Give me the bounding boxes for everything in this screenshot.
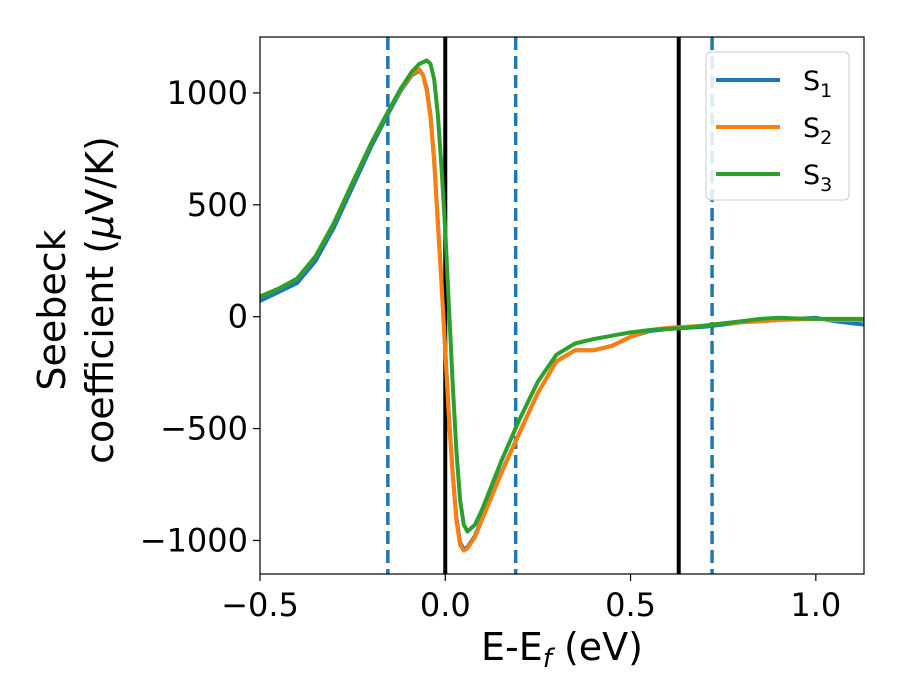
y-tick-label: −500 bbox=[160, 410, 248, 448]
y-tick-label: 1000 bbox=[167, 74, 248, 112]
y-axis-label-unit: V/K) bbox=[78, 136, 122, 215]
y-axis-label-prefix: coefficient ( bbox=[78, 239, 122, 464]
legend-label-s3: S3 bbox=[803, 160, 832, 196]
x-axis-label-unit: (eV) bbox=[552, 625, 643, 669]
y-axis-label-mu: μ bbox=[78, 215, 122, 240]
y-tick-label: 500 bbox=[187, 186, 248, 224]
x-tick-label: 0.5 bbox=[605, 586, 656, 624]
x-tick-label: 0.0 bbox=[420, 586, 471, 624]
plot-frame bbox=[259, 36, 865, 575]
y-axis: −1000 −500 0 500 1000 bbox=[140, 74, 260, 559]
y-tick-label: −1000 bbox=[140, 521, 248, 559]
x-tick-label: −0.5 bbox=[221, 586, 299, 624]
y-axis-label: Seebeck coefficient (μV/K) bbox=[30, 136, 122, 464]
x-axis: −0.5 0.0 0.5 1.0 bbox=[221, 574, 841, 624]
legend-label-s1: S1 bbox=[803, 66, 832, 102]
reference-lines bbox=[386, 37, 714, 574]
x-axis-label: E-Ef (eV) bbox=[481, 625, 643, 674]
legend-label-s2: S2 bbox=[803, 113, 832, 149]
x-tick-label: 1.0 bbox=[790, 586, 841, 624]
y-axis-label-line2: coefficient (μV/K) bbox=[78, 136, 122, 464]
y-tick-label: 0 bbox=[228, 298, 248, 336]
legend: S1 S2 S3 bbox=[705, 51, 850, 201]
series-lines bbox=[260, 58, 864, 553]
x-axis-label-main: E-E bbox=[481, 625, 543, 669]
series-line-s3 bbox=[260, 58, 864, 534]
y-axis-label-line1: Seebeck bbox=[30, 229, 74, 390]
